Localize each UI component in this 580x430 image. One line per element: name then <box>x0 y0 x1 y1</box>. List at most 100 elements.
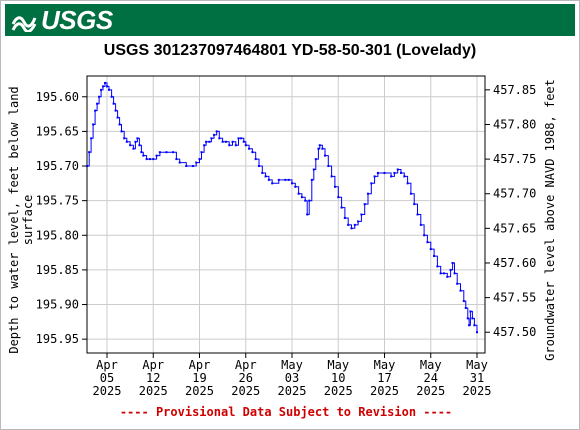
series-line <box>87 82 478 333</box>
y-left-label-line1: Depth to water level, feet below land <box>7 86 21 353</box>
x-tick-label: Apr <box>142 358 164 372</box>
x-tick-label: 2025 <box>185 384 214 398</box>
data-point <box>473 324 476 327</box>
data-point <box>314 158 317 161</box>
data-point <box>242 140 245 143</box>
data-point <box>155 154 158 157</box>
y-left-label-line2: surface <box>21 195 35 246</box>
x-tick-label: 2025 <box>416 384 445 398</box>
y-right-tick-label: 457.50 <box>493 325 536 339</box>
data-point <box>96 102 99 105</box>
y-right-label: Groundwater level above NAVD 1988, feet <box>543 79 557 361</box>
data-point <box>393 171 396 174</box>
data-point <box>178 161 181 164</box>
data-point <box>350 227 353 230</box>
x-tick-label: 24 <box>424 371 438 385</box>
data-point <box>123 137 126 140</box>
chart-title: USGS 301237097464801 YD-58-50-301 (Lovel… <box>103 42 477 59</box>
data-point <box>251 151 254 154</box>
data-point <box>469 310 472 313</box>
x-tick-label: 2025 <box>93 384 122 398</box>
data-point <box>396 168 399 171</box>
data-point <box>333 185 336 188</box>
data-point <box>125 140 128 143</box>
data-point <box>244 144 247 147</box>
data-point <box>158 151 161 154</box>
data-point <box>228 144 231 147</box>
data-point <box>191 165 194 168</box>
data-point <box>100 88 103 91</box>
data-point <box>353 223 356 226</box>
data-point <box>459 289 462 292</box>
data-point <box>451 261 454 264</box>
x-tick-label: 19 <box>192 371 206 385</box>
data-point <box>267 178 270 181</box>
data-point <box>304 199 307 202</box>
y-right-tick-label: 457.65 <box>493 221 536 235</box>
data-point <box>234 144 237 147</box>
data-point <box>464 306 467 309</box>
data-point <box>446 275 449 278</box>
data-point <box>423 234 426 237</box>
data-point <box>148 158 151 161</box>
data-point <box>321 147 324 150</box>
usgs-logo[interactable]: USGS <box>11 5 113 35</box>
x-tick-label: May <box>281 358 303 372</box>
series-markers <box>86 81 478 334</box>
data-point <box>248 147 251 150</box>
data-point <box>468 324 471 327</box>
data-point <box>175 158 178 161</box>
data-point <box>317 147 320 150</box>
data-point <box>231 140 234 143</box>
data-point <box>400 171 403 174</box>
x-tick-label: 2025 <box>463 384 492 398</box>
usgs-banner: USGS <box>5 4 575 36</box>
y-left-tick-label: 195.70 <box>36 159 79 173</box>
x-tick-label: 17 <box>377 371 391 385</box>
data-point <box>218 137 221 140</box>
data-point <box>429 248 432 251</box>
y-left-tick-label: 195.75 <box>36 194 79 208</box>
data-point <box>213 133 216 136</box>
data-point <box>306 213 309 216</box>
y-right-tick-label: 457.70 <box>493 187 536 201</box>
data-point <box>203 144 206 147</box>
data-point <box>136 137 139 140</box>
data-point <box>224 140 227 143</box>
data-point <box>347 223 350 226</box>
data-point <box>466 317 469 320</box>
data-point <box>114 109 117 112</box>
data-point <box>363 203 366 206</box>
data-point <box>104 81 107 84</box>
data-point <box>106 85 108 88</box>
data-point <box>261 171 264 174</box>
plot-border <box>86 75 486 354</box>
data-point <box>90 137 93 140</box>
x-tick-label: May <box>327 358 349 372</box>
data-point <box>92 123 95 126</box>
x-tick-label: Apr <box>96 358 118 372</box>
data-point <box>140 151 143 154</box>
data-point <box>116 116 119 119</box>
x-tick-label: May <box>420 358 442 372</box>
y-left-tick-label: 195.65 <box>36 124 79 138</box>
data-point <box>312 168 315 171</box>
data-point <box>145 158 148 161</box>
data-point <box>287 178 290 181</box>
x-tick-label: May <box>466 358 488 372</box>
x-tick-label: 26 <box>239 371 253 385</box>
x-tick-label: Apr <box>235 358 257 372</box>
x-tick-label: Apr <box>189 358 211 372</box>
y-left-tick-label: 195.85 <box>36 263 79 277</box>
data-point <box>112 102 115 105</box>
data-point <box>94 109 97 112</box>
x-tick-label: 05 <box>100 371 114 385</box>
data-point <box>129 144 132 147</box>
data-point <box>142 154 145 157</box>
data-point <box>277 178 280 181</box>
data-point <box>318 144 321 147</box>
y-left-tick-label: 195.90 <box>36 298 79 312</box>
data-point <box>284 178 287 181</box>
data-point <box>476 331 478 334</box>
